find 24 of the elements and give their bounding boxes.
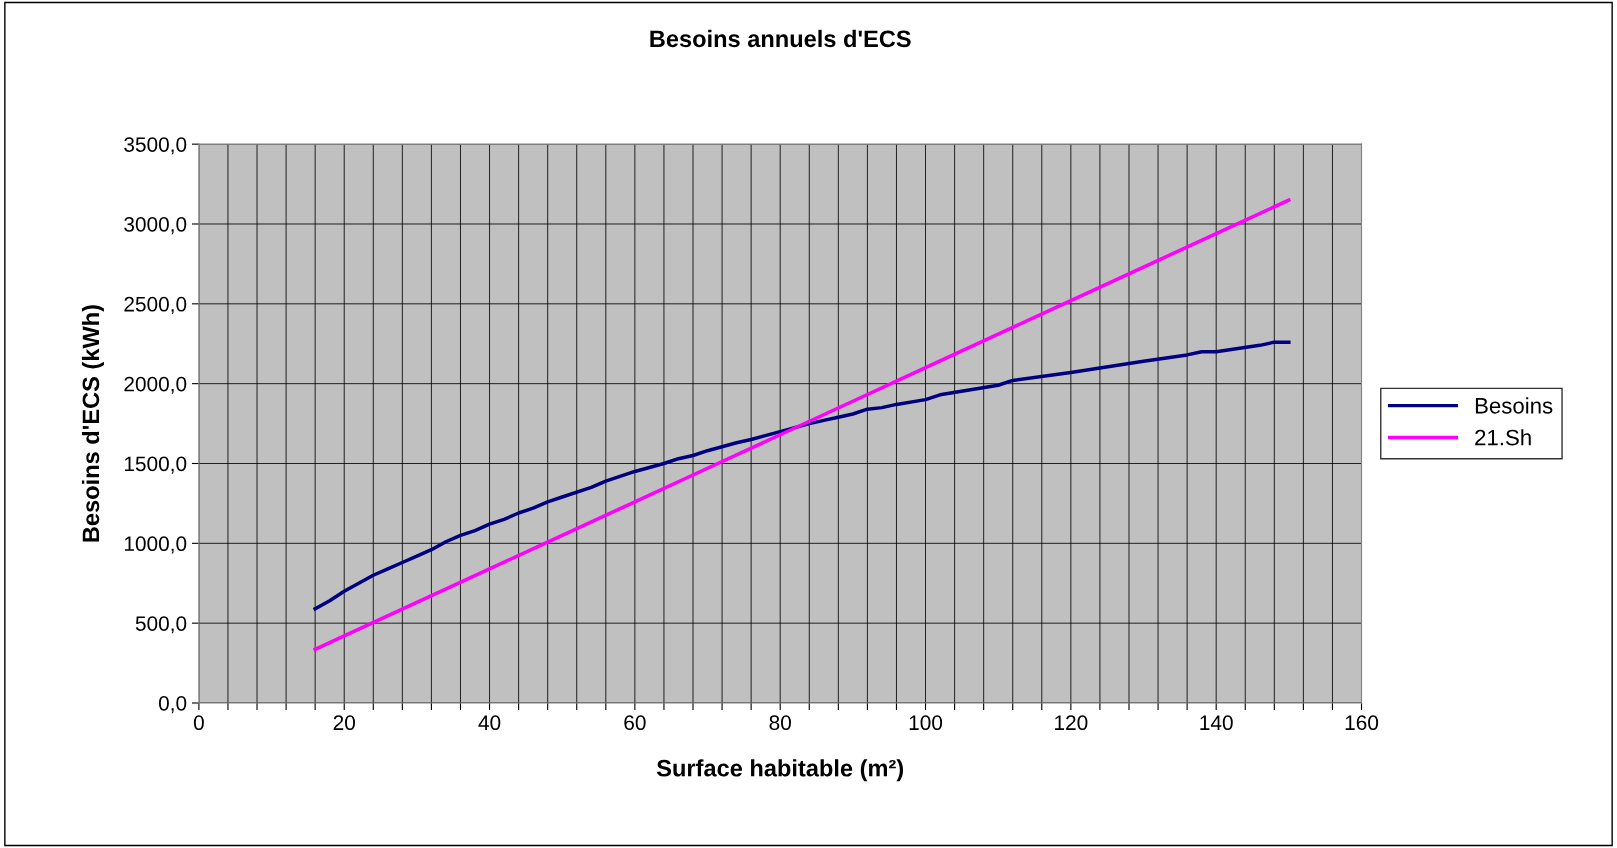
y-tick-label: 2500,0 — [124, 296, 187, 315]
x-tick-label: 60 — [624, 715, 646, 731]
y-tick-label: 0,0 — [158, 695, 187, 714]
y-tick-label: 3500,0 — [124, 137, 187, 155]
legend-label: Besoins — [1475, 397, 1553, 414]
y-tick-label: 2000,0 — [124, 376, 187, 394]
x-tick-label: 160 — [1345, 715, 1379, 731]
x-tick-label: 100 — [909, 715, 943, 731]
y-tick-label: 1500,0 — [124, 456, 187, 474]
x-tick-label: 0 — [193, 715, 204, 731]
y-tick-label: 3000,0 — [124, 216, 187, 235]
x-axis-title: Surface habitable (m²) — [656, 759, 904, 782]
y-tick-label: 500,0 — [135, 616, 187, 634]
line-series — [313, 198, 1291, 652]
x-tick-label: 20 — [333, 715, 355, 731]
y-axis-title: Besoins d'ECS (kWh) — [81, 305, 104, 542]
y-tick-label: 1000,0 — [124, 536, 187, 554]
x-tick-label: 80 — [769, 715, 791, 731]
line-series — [313, 340, 1291, 611]
x-tick-label: 140 — [1200, 715, 1233, 731]
x-tick-label: 40 — [478, 715, 501, 731]
x-tick-label: 120 — [1055, 715, 1088, 731]
chart-title: Besoins annuels d'ECS — [650, 29, 911, 48]
legend-label: 21.Sh — [1475, 429, 1531, 446]
